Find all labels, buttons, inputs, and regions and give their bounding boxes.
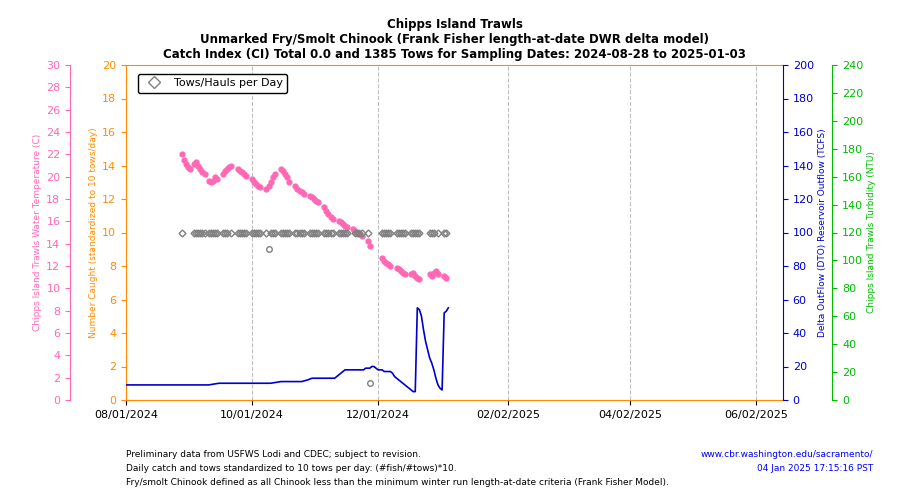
- Y-axis label: Number Caught (standardized to 10 tows/day): Number Caught (standardized to 10 tows/d…: [89, 127, 98, 338]
- Y-axis label: Delta OutFlow (DTO) Reservoir Outflow (TCFS): Delta OutFlow (DTO) Reservoir Outflow (T…: [818, 128, 827, 337]
- Text: 04 Jan 2025 17:15:16 PST: 04 Jan 2025 17:15:16 PST: [757, 464, 873, 473]
- Text: www.cbr.washington.edu/sacramento/: www.cbr.washington.edu/sacramento/: [700, 450, 873, 459]
- Title: Chipps Island Trawls
Unmarked Fry/Smolt Chinook (Frank Fisher length-at-date DWR: Chipps Island Trawls Unmarked Fry/Smolt …: [163, 18, 746, 61]
- Y-axis label: Chipps Island Trawls Water Temperature (C): Chipps Island Trawls Water Temperature (…: [33, 134, 42, 331]
- Text: Daily catch and tows standardized to 10 tows per day: (#fish/#tows)*10.: Daily catch and tows standardized to 10 …: [126, 464, 456, 473]
- Y-axis label: Chipps Island Trawls Turbidity (NTU): Chipps Island Trawls Turbidity (NTU): [868, 152, 877, 314]
- Legend: Tows/Hauls per Day: Tows/Hauls per Day: [138, 74, 287, 93]
- Text: Preliminary data from USFWS Lodi and CDEC; subject to revision.: Preliminary data from USFWS Lodi and CDE…: [126, 450, 421, 459]
- Text: Fry/smolt Chinook defined as all Chinook less than the minimum winter run length: Fry/smolt Chinook defined as all Chinook…: [126, 478, 669, 487]
